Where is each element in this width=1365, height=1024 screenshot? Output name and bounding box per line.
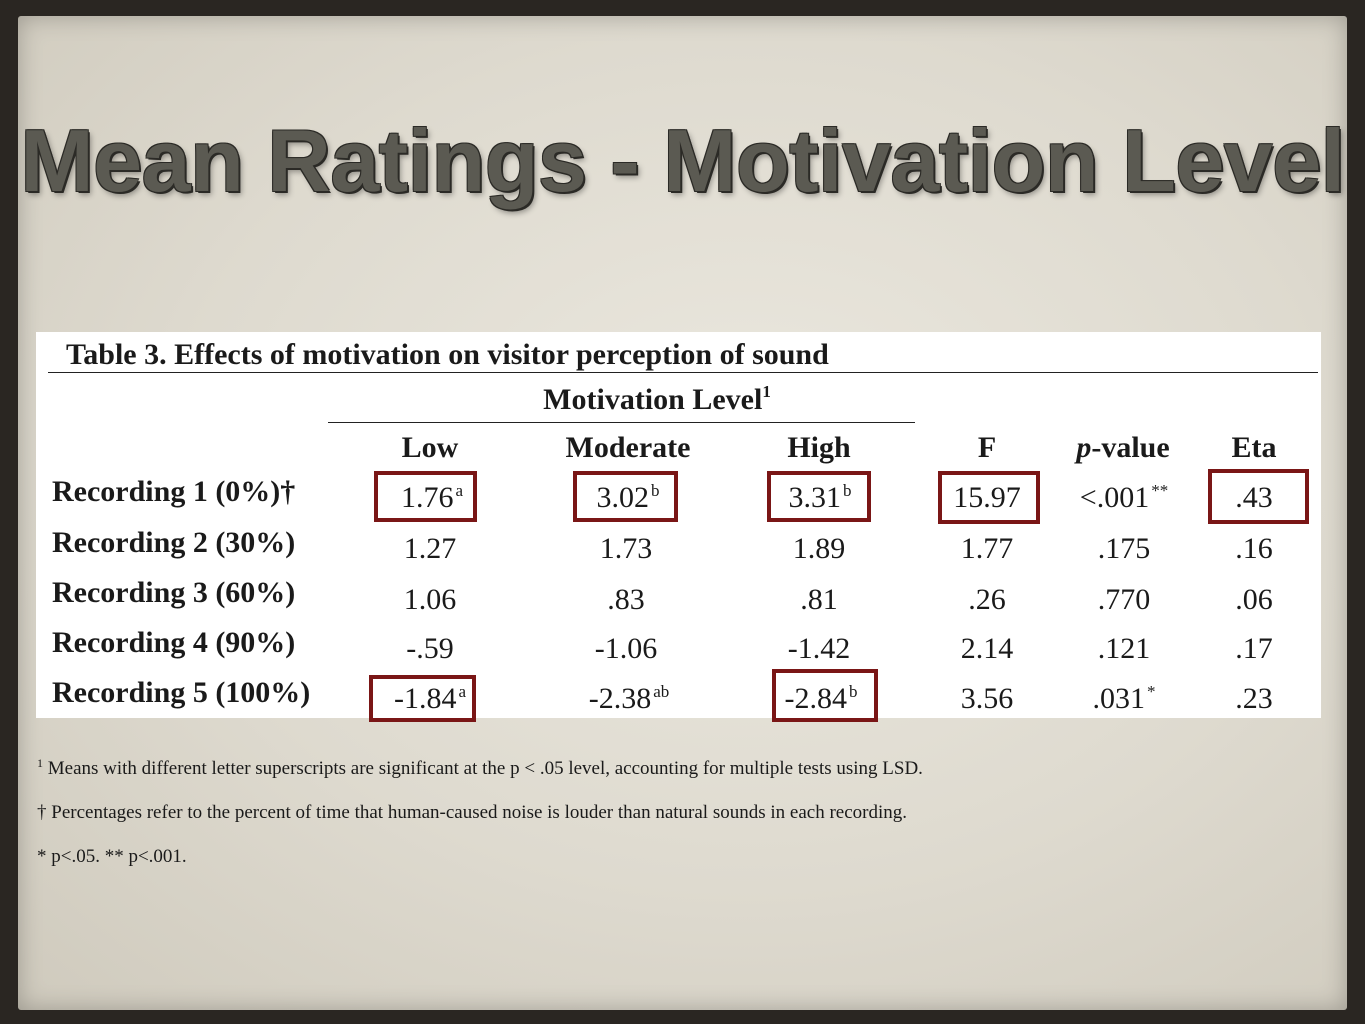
- cell-eta: .43: [1235, 481, 1273, 514]
- col-header-f: F: [977, 431, 997, 464]
- cell-f: 15.97: [953, 481, 1021, 514]
- highlight-box: [374, 471, 477, 522]
- col-header-p-value: p-value: [1076, 431, 1170, 464]
- cell-moderate: -2.38 ab: [588, 682, 670, 715]
- cell-low: 1.76 a: [400, 481, 464, 514]
- cell-p-value: <.001 **: [1079, 481, 1169, 514]
- cell-p-value: .121: [1097, 632, 1151, 665]
- table-top-rule: [48, 372, 1318, 373]
- group-header: Motivation Level1: [543, 382, 771, 416]
- row-label: Recording 2 (30%): [52, 526, 296, 559]
- cell-low: -1.84 a: [393, 682, 467, 715]
- cell-low: -.59: [406, 632, 454, 665]
- cell-f: 3.56: [960, 682, 1014, 715]
- cell-f: 2.14: [960, 632, 1014, 665]
- cell-high: -2.84 b: [784, 682, 858, 715]
- table-title: Table 3. Effects of motivation on visito…: [66, 338, 829, 371]
- highlight-box: [772, 669, 878, 722]
- col-header-moderate: Moderate: [565, 431, 691, 464]
- cell-high: .81: [800, 583, 838, 616]
- cell-eta: .16: [1235, 532, 1273, 565]
- cell-moderate: -1.06: [594, 632, 658, 665]
- table-notes: 1 Means with different letter superscrip…: [37, 756, 923, 890]
- highlight-box: [1208, 469, 1309, 524]
- highlight-box: [573, 471, 678, 522]
- row-label: Recording 5 (100%): [52, 676, 311, 709]
- col-header-eta: Eta: [1231, 431, 1277, 464]
- cell-f: 1.77: [960, 532, 1014, 565]
- note-significance: * p<.05. ** p<.001.: [37, 846, 187, 867]
- cell-eta: .06: [1235, 583, 1273, 616]
- note-lsd: 1 Means with different letter superscrip…: [37, 756, 923, 779]
- col-header-high: High: [787, 431, 851, 464]
- cell-eta: .23: [1235, 682, 1273, 715]
- group-header-rule: [328, 422, 915, 423]
- cell-low: 1.27: [403, 532, 457, 565]
- cell-eta: .17: [1235, 632, 1273, 665]
- highlight-box: [369, 675, 476, 722]
- cell-p-value: .175: [1097, 532, 1151, 565]
- cell-moderate: 3.02 b: [596, 481, 660, 514]
- col-header-low: Low: [401, 431, 459, 464]
- highlight-box: [767, 471, 871, 522]
- cell-low: 1.06: [403, 583, 457, 616]
- row-label: Recording 1 (0%)†: [52, 475, 296, 508]
- row-label: Recording 4 (90%): [52, 626, 296, 659]
- results-table: Table 3. Effects of motivation on visito…: [36, 332, 1321, 718]
- cell-moderate: 1.73: [599, 532, 653, 565]
- cell-moderate: .83: [607, 583, 645, 616]
- cell-f: .26: [968, 583, 1006, 616]
- cell-high: -1.42: [787, 632, 851, 665]
- highlight-box: [938, 471, 1040, 524]
- row-label: Recording 3 (60%): [52, 576, 296, 609]
- slide-title: Mean Ratings - Motivation Level: [20, 111, 1345, 210]
- cell-p-value: .031 *: [1092, 682, 1156, 715]
- cell-p-value: .770: [1097, 583, 1151, 616]
- cell-high: 1.89: [792, 532, 846, 565]
- note-percentages: † Percentages refer to the percent of ti…: [37, 802, 907, 823]
- cell-high: 3.31 b: [788, 481, 852, 514]
